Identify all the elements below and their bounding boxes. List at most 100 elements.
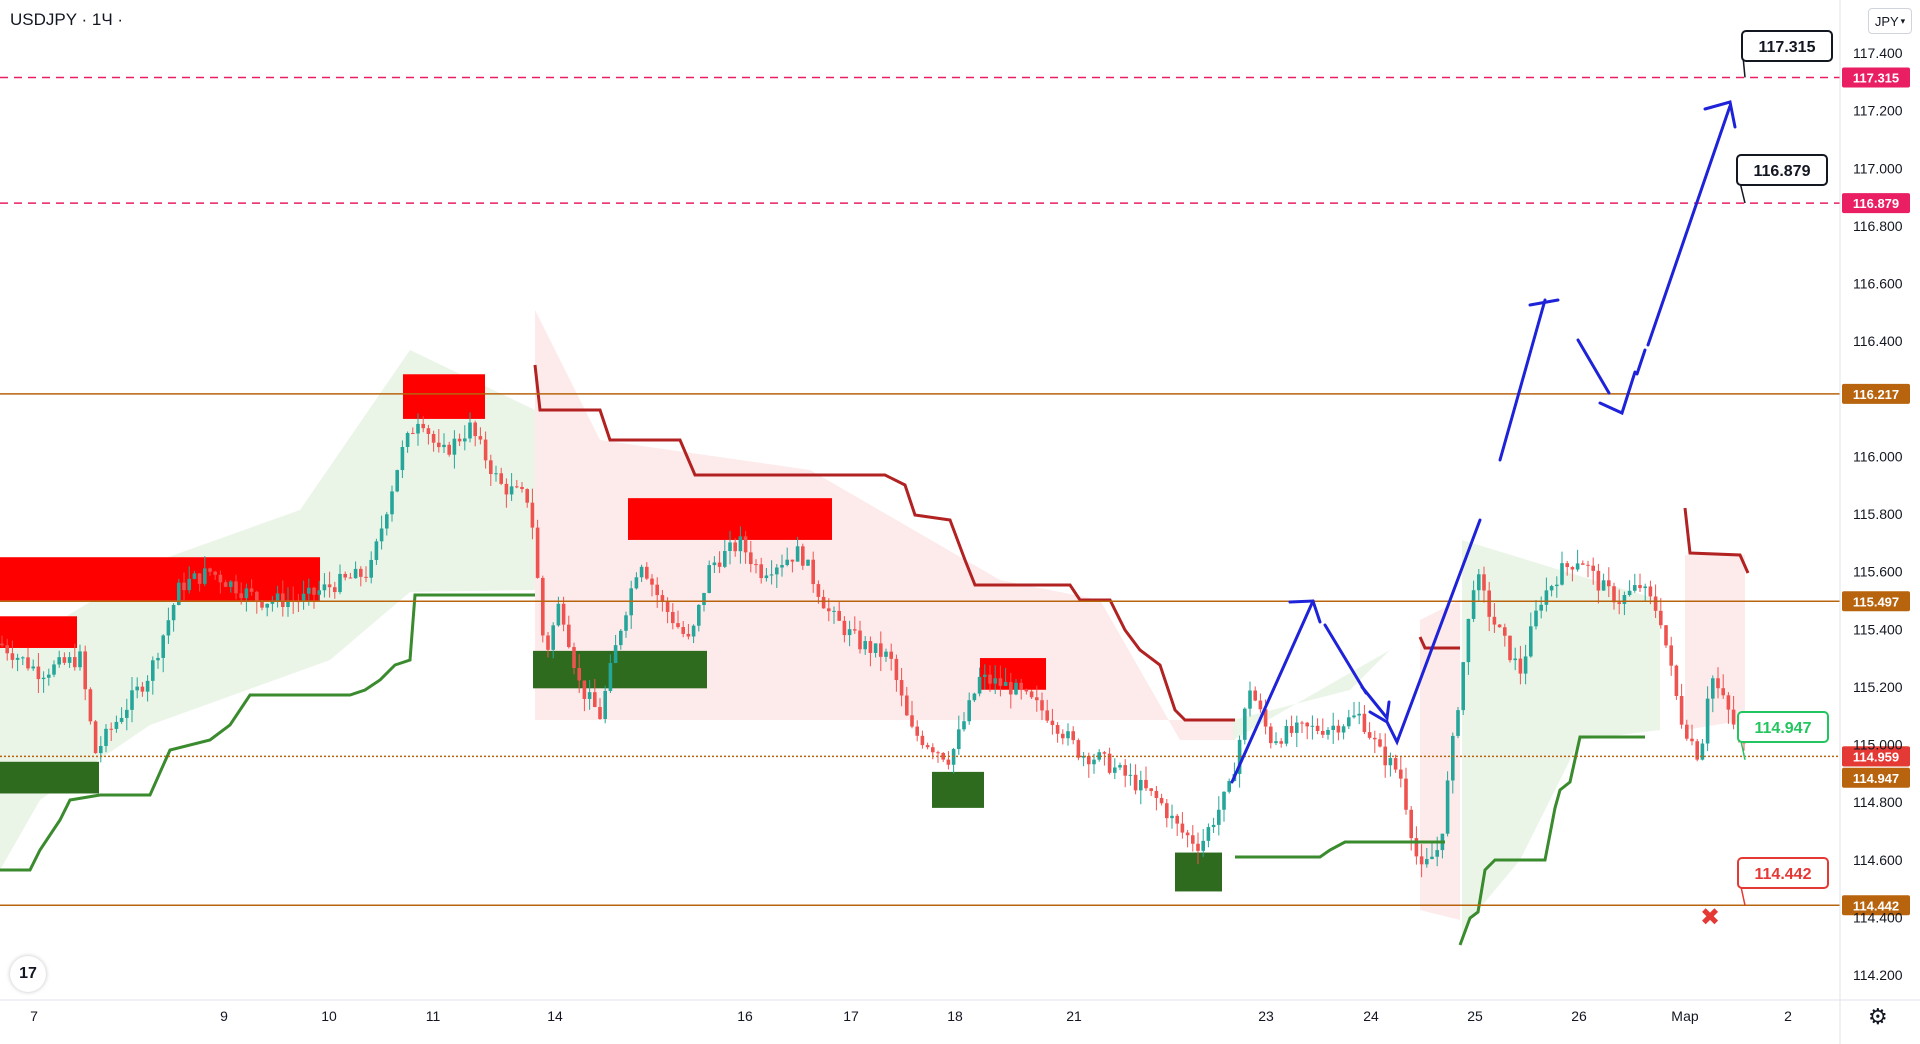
candle-body <box>192 573 197 579</box>
candle-body <box>1222 791 1226 810</box>
gear-icon[interactable]: ⚙ <box>1868 1005 1888 1030</box>
candle-body <box>1211 824 1216 828</box>
x-tick-label: 18 <box>947 1008 963 1024</box>
green-trailing-stop <box>1458 735 1645 946</box>
projection-path <box>1368 518 1482 746</box>
candle-body <box>811 559 815 585</box>
symbol-title[interactable]: USDJPY · 1Ч · <box>10 10 124 29</box>
callout-box <box>1737 857 1829 889</box>
price-zone <box>0 761 99 794</box>
candle-body <box>119 717 124 722</box>
candle-body <box>1066 731 1070 739</box>
candle-body <box>1633 585 1637 591</box>
candle-body <box>1482 574 1486 591</box>
candle-body <box>806 559 810 566</box>
candle-body <box>1492 616 1497 625</box>
candle-body <box>353 568 358 579</box>
candle-body <box>1180 823 1185 833</box>
candle-body <box>608 662 613 691</box>
candle-body <box>785 559 789 566</box>
candle-body <box>1014 682 1018 695</box>
candle-body <box>1685 724 1689 739</box>
candle-body <box>218 574 223 583</box>
candle-body <box>1191 835 1195 844</box>
candle-body <box>145 680 150 692</box>
candle-body <box>1612 586 1616 603</box>
candle-body <box>161 635 165 658</box>
candle-body <box>1357 713 1361 716</box>
projection-path <box>1288 599 1322 624</box>
candle-body <box>364 576 368 578</box>
tradingview-logo-icon[interactable]: 17 <box>10 956 46 992</box>
price-zone <box>932 771 984 808</box>
x-tick-label: 10 <box>321 1008 337 1024</box>
candle-body <box>171 605 176 621</box>
candle-body <box>603 690 607 719</box>
candle-body <box>270 601 275 604</box>
candle-body <box>1050 720 1055 726</box>
candle-body <box>1071 731 1075 741</box>
y-tick-label: 116.000 <box>1853 448 1903 464</box>
green-trailing-stop <box>1235 840 1445 859</box>
candle-body <box>1508 635 1512 661</box>
candle-body <box>166 620 171 636</box>
candle-body <box>1664 625 1668 646</box>
candle-body <box>1003 682 1008 686</box>
candle-body <box>884 651 888 657</box>
candle-body <box>239 593 243 599</box>
candle-body <box>26 657 30 669</box>
price-tag <box>1842 383 1910 404</box>
candle-body <box>707 565 711 593</box>
candle-body <box>203 568 207 584</box>
candle-body <box>634 577 639 589</box>
candle-body <box>452 438 457 455</box>
candle-body <box>483 439 488 461</box>
candle-body <box>109 728 113 730</box>
candle-body <box>650 578 654 585</box>
candle-body <box>1477 574 1481 591</box>
candle-body <box>1227 781 1231 792</box>
candle-body <box>1362 713 1367 733</box>
candle-body <box>327 584 332 588</box>
candle-body <box>665 600 670 612</box>
candle-body <box>208 568 212 572</box>
projection-path <box>1498 298 1547 462</box>
candle-body <box>1300 722 1304 724</box>
candle-body <box>1165 803 1169 819</box>
candle-body <box>613 645 618 663</box>
candle-body <box>130 690 134 710</box>
candle-body <box>556 603 561 626</box>
candle-body <box>515 486 519 488</box>
candle-body <box>447 444 451 455</box>
candle-body <box>1289 726 1294 733</box>
candle-body <box>93 721 98 754</box>
candle-body <box>593 692 597 707</box>
red-trailing-stop <box>1418 636 1460 650</box>
candle-body <box>312 587 316 595</box>
callout-text: 116.879 <box>1754 163 1811 180</box>
callout-box <box>1741 30 1833 62</box>
candle-body <box>847 629 852 636</box>
candle-body <box>525 489 529 503</box>
candle-body <box>1435 850 1439 857</box>
candle-body <box>140 686 145 692</box>
candle-body <box>681 627 685 634</box>
candle-body <box>1716 678 1720 689</box>
currency-selector[interactable]: JPY ▾ <box>1868 8 1912 34</box>
candle-body <box>114 721 119 729</box>
candle-body <box>1040 700 1044 711</box>
y-tick-label: 114.200 <box>1853 967 1903 983</box>
candle-body <box>1347 717 1351 727</box>
candle-body <box>1321 730 1325 735</box>
candle-body <box>1451 735 1455 781</box>
candle-body <box>801 546 805 566</box>
callout-box <box>1736 154 1828 186</box>
candle-body <box>1331 725 1335 730</box>
candle-body <box>1669 645 1673 666</box>
candle-body <box>1295 722 1299 733</box>
candle-body <box>83 651 87 690</box>
candle-body <box>322 584 327 591</box>
candle-body <box>1497 624 1502 628</box>
candle-body <box>275 593 280 602</box>
